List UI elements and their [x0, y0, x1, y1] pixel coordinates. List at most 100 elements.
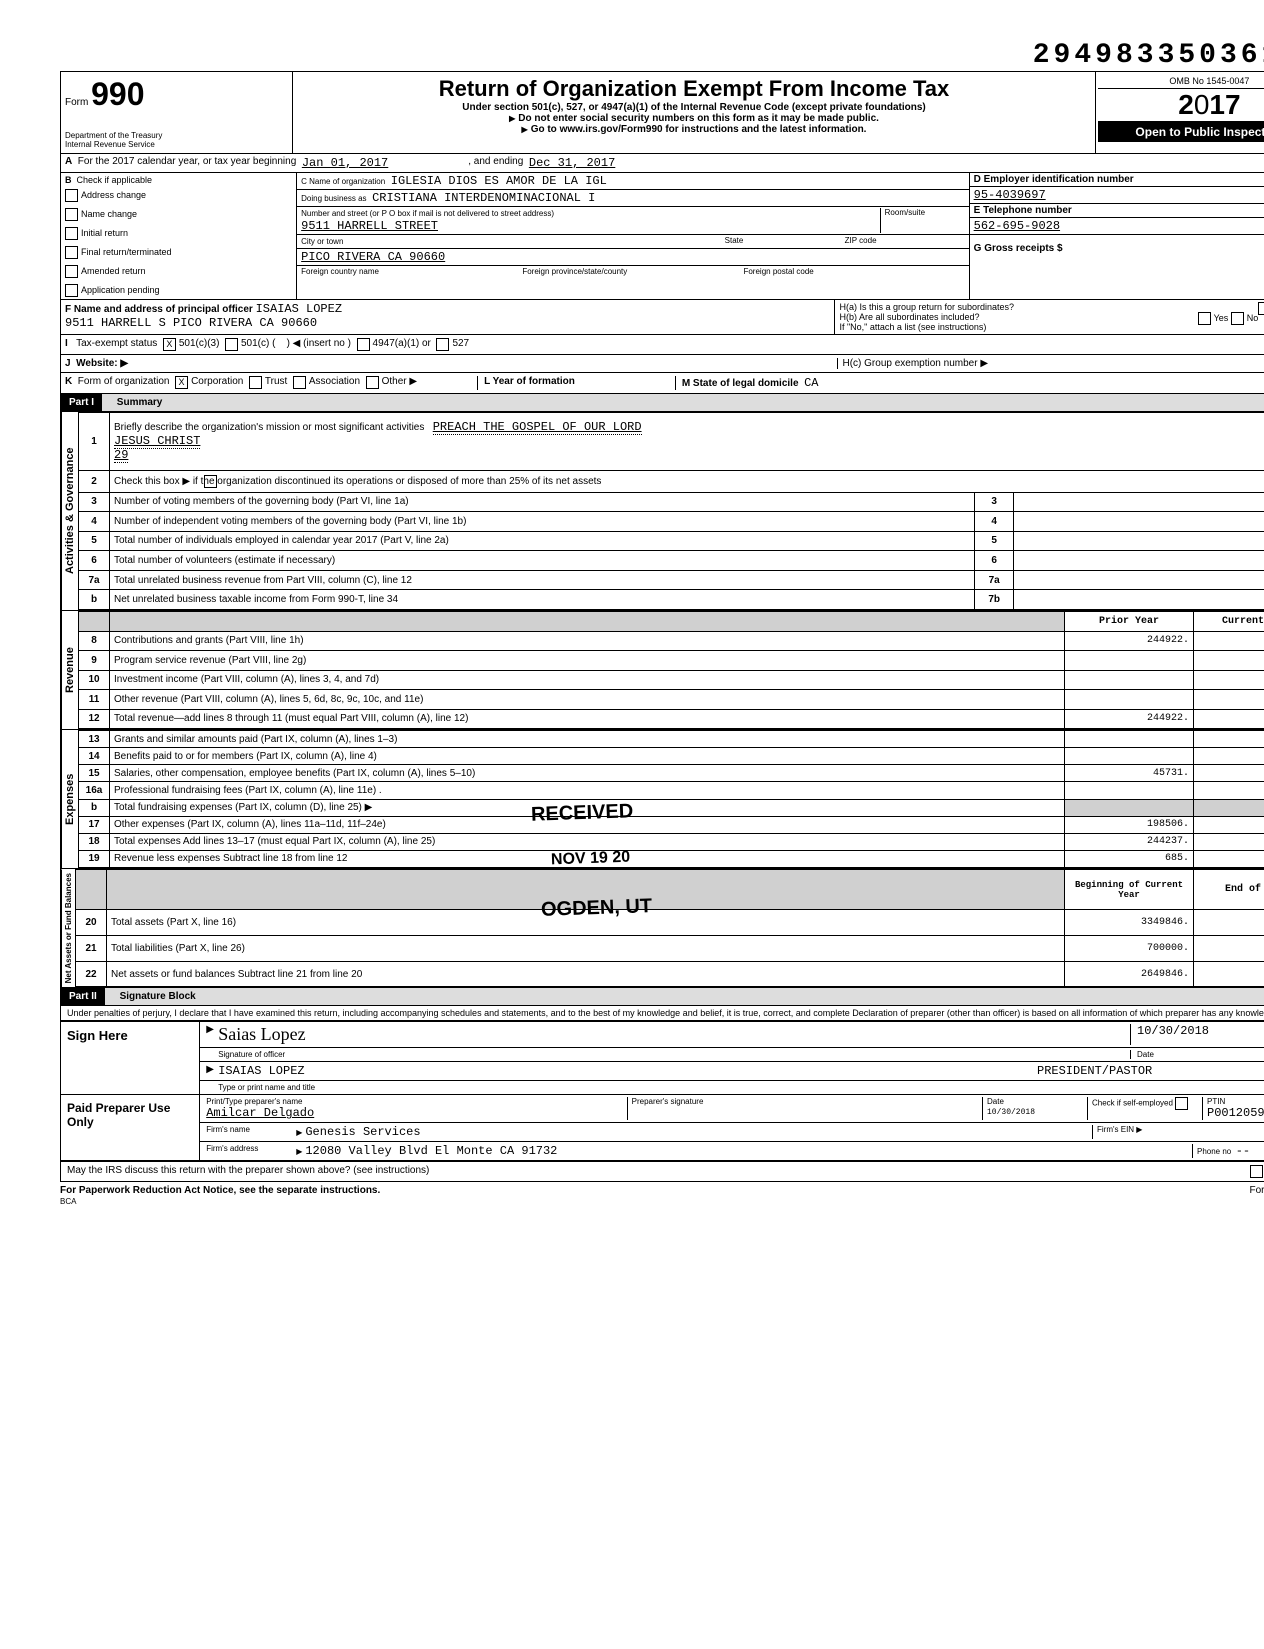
sig-officer-label: Signature of officer [218, 1050, 1130, 1059]
chk-discontinued[interactable] [204, 475, 217, 488]
side-net: Net Assets or Fund Balances [61, 869, 75, 987]
firm-ein-label: Firm's EIN ▶ [1092, 1125, 1264, 1139]
officer-title: PRESIDENT/PASTOR [1037, 1064, 1264, 1078]
m-label: M State of legal domicile [682, 378, 799, 389]
lbl-amended: Amended return [81, 266, 146, 276]
j-label: Website: ▶ [76, 358, 128, 369]
l20-py: 3349846. [1065, 910, 1194, 936]
l1-val: PREACH THE GOSPEL OF OUR LORD [433, 420, 642, 435]
i-label: Tax-exempt status [76, 338, 157, 351]
l7b: Net unrelated business taxable income fr… [110, 590, 975, 610]
hb-yes[interactable] [1198, 312, 1211, 325]
discuss-label: May the IRS discuss this return with the… [67, 1165, 1250, 1178]
l14: Benefits paid to or for members (Part IX… [110, 748, 1065, 765]
lbl-address-change: Address change [81, 190, 146, 200]
l15-cy: 45496. [1194, 765, 1264, 782]
l3-val: 3 [1014, 492, 1264, 512]
l21-py: 700000. [1065, 935, 1194, 961]
chk-assoc[interactable] [293, 376, 306, 389]
l21-cy: 700000. [1194, 935, 1264, 961]
boc-hdr: Beginning of Current Year [1065, 870, 1194, 910]
l21: Total liabilities (Part X, line 26) [107, 935, 1065, 961]
l4: Number of independent voting members of … [110, 512, 975, 532]
l19-py: 685. [1065, 850, 1194, 867]
form-header: Form 990 Department of the Treasury Inte… [60, 71, 1264, 154]
discuss-yes[interactable] [1250, 1165, 1263, 1178]
name-title-label: Type or print name and title [218, 1083, 1264, 1092]
hc-label: H(c) Group exemption number ▶ [837, 358, 1264, 369]
chk-527[interactable] [436, 338, 449, 351]
tax-year: 2017 [1098, 89, 1264, 122]
paperwork-notice: For Paperwork Reduction Act Notice, see … [60, 1185, 380, 1196]
firm-phone-label: Phone no [1197, 1147, 1231, 1156]
chk-corp[interactable] [175, 376, 188, 389]
firm-phone: -- [1236, 1144, 1250, 1158]
l18: Total expenses Add lines 13–17 (must equ… [110, 833, 1065, 850]
officer-addr: 9511 HARRELL S PICO RIVERA CA 90660 [65, 316, 317, 330]
l1-val3: 29 [114, 448, 128, 463]
prep-check-label: Check if self-employed [1092, 1099, 1173, 1108]
line-a-label: For the 2017 calendar year, or tax year … [78, 156, 296, 170]
state-label: State [725, 236, 845, 247]
chk-initial-return[interactable] [65, 227, 78, 240]
ha-label: H(a) Is this a group return for subordin… [839, 302, 1014, 312]
l20-cy: 3338001. [1194, 910, 1264, 936]
l22: Net assets or fund balances Subtract lin… [107, 961, 1065, 987]
org-name: IGLESIA DIOS ES AMOR DE LA IGL [391, 174, 607, 188]
officer-name-title: ISAIAS LOPEZ [218, 1064, 1037, 1078]
paid-preparer-label: Paid Preparer Use Only [61, 1095, 200, 1160]
note-web: Go to www.irs.gov/Form990 for instructio… [297, 124, 1091, 135]
chk-501c3[interactable] [163, 338, 176, 351]
chk-address-change[interactable] [65, 189, 78, 202]
dln-number: 29498335036108 [60, 40, 1264, 71]
ha-yes[interactable] [1258, 302, 1264, 315]
lbl-initial-return: Initial return [81, 228, 128, 238]
foreign-postal: Foreign postal code [743, 267, 964, 276]
chk-name-change[interactable] [65, 208, 78, 221]
lbl-527: 527 [452, 338, 469, 351]
l16a: Professional fundraising fees (Part IX, … [110, 782, 1065, 799]
part2-title: Signature Block [120, 991, 196, 1002]
firm-name-label: Firm's name [206, 1125, 296, 1139]
prep-date: 10/30/2018 [987, 1108, 1035, 1117]
street-addr: 9511 HARRELL STREET [301, 219, 438, 233]
eoy-hdr: End of Year [1194, 870, 1264, 910]
hb-no[interactable] [1231, 312, 1244, 325]
city-label: City or town [301, 237, 343, 246]
foreign-country: Foreign country name [301, 267, 522, 276]
officer-name: ISAIAS LOPEZ [256, 302, 342, 316]
f-label: F Name and address of principal officer [65, 304, 253, 315]
chk-app-pending[interactable] [65, 284, 78, 297]
l8-py: 244922. [1065, 631, 1194, 651]
chk-501c[interactable] [225, 338, 238, 351]
d-label: D Employer identification number [974, 174, 1134, 185]
side-revenue: Revenue [61, 611, 78, 729]
chk-final-return[interactable] [65, 246, 78, 259]
l22-py: 2649846. [1065, 961, 1194, 987]
ein-value: 95-4039697 [974, 188, 1046, 202]
chk-amended[interactable] [65, 265, 78, 278]
l15: Salaries, other compensation, employee b… [110, 765, 1065, 782]
chk-4947[interactable] [357, 338, 370, 351]
lbl-trust: Trust [265, 376, 287, 390]
c-name-label: C Name of organization [301, 177, 385, 186]
sig-date-label: Date [1130, 1050, 1264, 1059]
l7a: Total unrelated business revenue from Pa… [110, 570, 975, 590]
prep-name-label: Print/Type preparer's name [206, 1097, 626, 1106]
chk-other[interactable] [366, 376, 379, 389]
phone-value: 562-695-9028 [974, 219, 1060, 233]
ptin-value: P00120592 [1207, 1106, 1264, 1120]
chk-self-employed[interactable] [1175, 1097, 1188, 1110]
l1-val2: JESUS CHRIST [114, 434, 200, 449]
lbl-corp: Corporation [191, 376, 243, 390]
foreign-province: Foreign province/state/county [522, 267, 743, 276]
zip-label: ZIP code [845, 236, 965, 247]
chk-trust[interactable] [249, 376, 262, 389]
dba-label: Doing business as [301, 194, 366, 203]
l22-cy: 2638001. [1194, 961, 1264, 987]
l18-cy: 217426. [1194, 833, 1264, 850]
bca: BCA [60, 1197, 76, 1206]
lbl-501c3: 501(c)(3) [179, 338, 220, 351]
ptin-label: PTIN [1207, 1097, 1264, 1106]
firm-name: Genesis Services [296, 1125, 1092, 1139]
